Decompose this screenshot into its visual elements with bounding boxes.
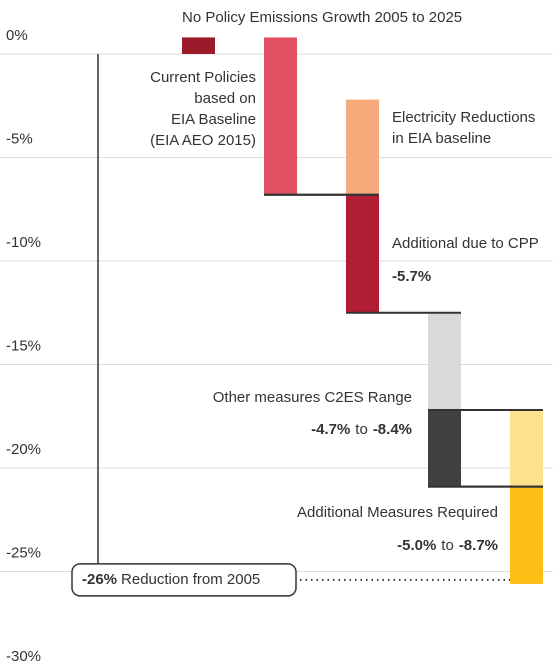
y-tick-label: -15% (6, 337, 41, 354)
range-part: to (441, 537, 454, 554)
annotation: in EIA baseline (392, 130, 491, 147)
annotation: Current Policies (150, 69, 256, 86)
annotation: Additional due to CPP (392, 235, 539, 252)
y-tick-label: -20% (6, 441, 41, 458)
total-text: Reduction from 2005 (121, 571, 260, 588)
y-tick-label: -5% (6, 130, 33, 147)
range-part: -5.0% (397, 537, 436, 554)
annotation: Additional Measures Required (297, 504, 498, 521)
annotation: (EIA AEO 2015) (150, 132, 256, 149)
bar (510, 486, 543, 584)
annotation-box (71, 563, 297, 597)
total-value: -26% (82, 571, 117, 588)
bar (428, 410, 461, 487)
range-part: to (355, 421, 368, 438)
y-tick-label: -10% (6, 234, 41, 251)
bar (428, 312, 461, 411)
total-annotation: -26% Reduction from 2005 (82, 571, 260, 588)
annotation: based on (194, 90, 256, 107)
chart-title: No Policy Emissions Growth 2005 to 2025 (182, 9, 462, 26)
bar (346, 194, 379, 313)
bar (510, 410, 543, 487)
annotation-value: -5.7% (392, 268, 431, 285)
annotation-range: -5.0% to -8.7% (397, 537, 498, 554)
y-tick-label: 0% (6, 27, 28, 44)
range-part: -4.7% (311, 421, 350, 438)
range-part: -8.4% (373, 421, 412, 438)
bar (346, 99, 379, 195)
bar (182, 37, 215, 54)
annotation-range: -4.7% to -8.4% (311, 421, 412, 438)
y-tick-label: -30% (6, 648, 41, 663)
bar (264, 37, 297, 195)
y-tick-label: -25% (6, 544, 41, 561)
annotation: EIA Baseline (171, 111, 256, 128)
range-part: -8.7% (459, 537, 498, 554)
annotation: Electricity Reductions (392, 109, 535, 126)
annotation: Other measures C2ES Range (213, 389, 412, 406)
